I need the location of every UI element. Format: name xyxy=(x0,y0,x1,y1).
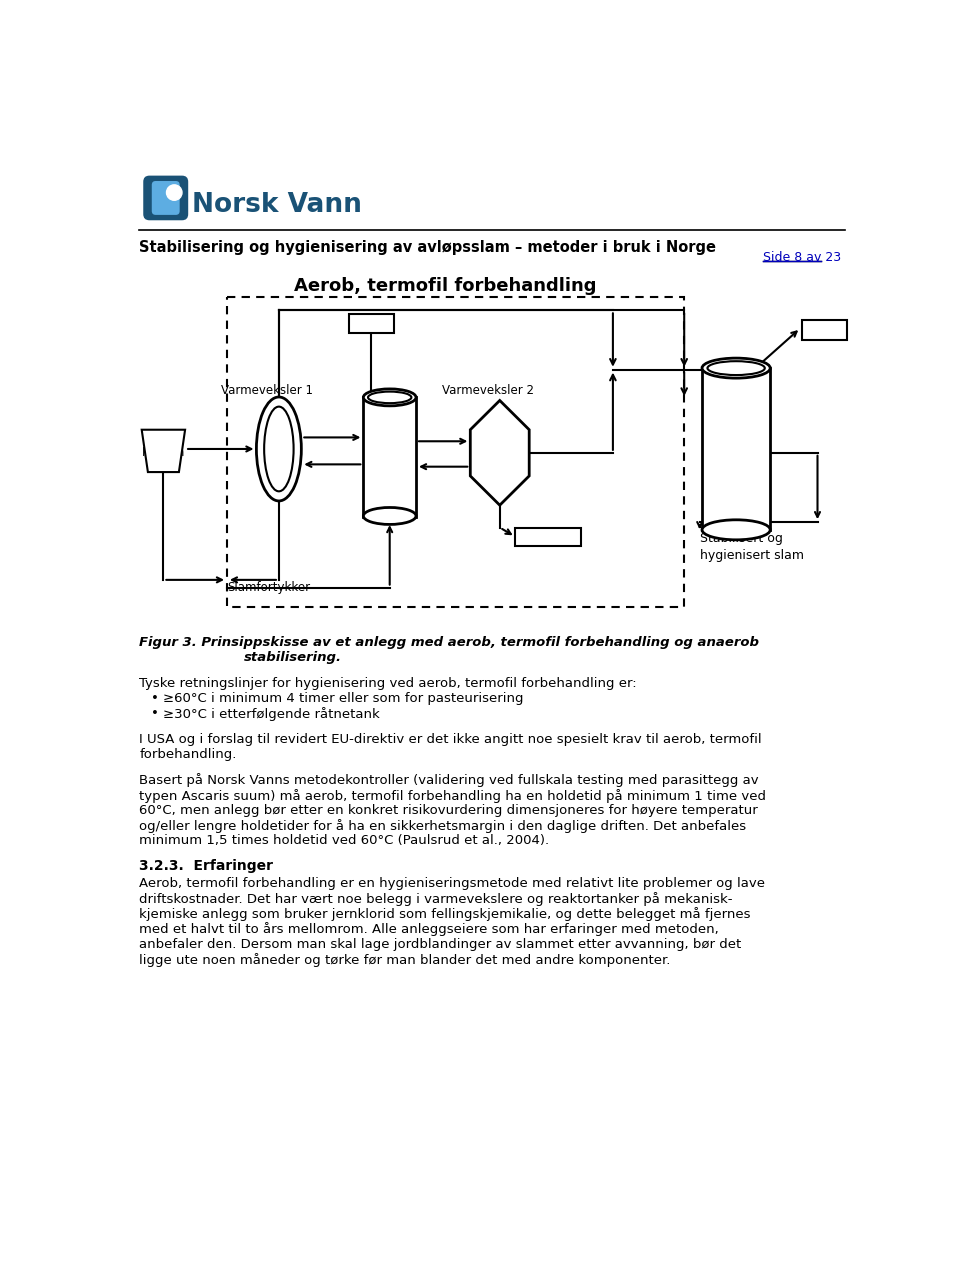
Ellipse shape xyxy=(708,361,765,375)
Text: Stabilisering og hygienisering av avløpsslam – metoder i bruk i Norge: Stabilisering og hygienisering av avløps… xyxy=(139,239,716,254)
Text: ≥30°C i etterfølgende råtnetank: ≥30°C i etterfølgende råtnetank xyxy=(162,707,379,721)
Ellipse shape xyxy=(256,397,301,501)
Text: Råslam: Råslam xyxy=(142,446,185,459)
Polygon shape xyxy=(142,430,185,472)
Text: Basert på Norsk Vanns metodekontroller (validering ved fullskala testing med par: Basert på Norsk Vanns metodekontroller (… xyxy=(139,774,759,788)
Bar xyxy=(802,320,847,341)
Text: kjemiske anlegg som bruker jernklorid som fellingskjemikalie, og dette belegget : kjemiske anlegg som bruker jernklorid so… xyxy=(139,907,751,921)
Bar xyxy=(363,398,416,517)
Text: Figur 3. Prinsippskisse av et anlegg med aerob, termofil forbehandling og anaero: Figur 3. Prinsippskisse av et anlegg med… xyxy=(139,636,759,649)
Text: Luft: Luft xyxy=(360,316,382,330)
Text: •: • xyxy=(151,691,158,705)
Text: 60°C, men anlegg bør etter en konkret risikovurdering dimensjoneres for høyere t: 60°C, men anlegg bør etter en konkret ri… xyxy=(139,803,758,816)
Text: Aerob, termofil forbehandling er en hygieniseringsmetode med relativt lite probl: Aerob, termofil forbehandling er en hygi… xyxy=(139,877,765,891)
Bar xyxy=(516,527,581,547)
Ellipse shape xyxy=(702,358,770,379)
Text: minimum 1,5 times holdetid ved 60°C (Paulsrud et al., 2004).: minimum 1,5 times holdetid ved 60°C (Pau… xyxy=(139,834,549,846)
Text: typen Ascaris suum) må aerob, termofil forbehandling ha en holdetid på minimum 1: typen Ascaris suum) må aerob, termofil f… xyxy=(139,788,766,802)
Text: med et halvt til to års mellomrom. Alle anleggseiere som har erfaringer med meto: med et halvt til to års mellomrom. Alle … xyxy=(139,923,719,937)
Text: Varmt vann: Varmt vann xyxy=(514,530,583,543)
Text: Stabilisert og
hygienisert slam: Stabilisert og hygienisert slam xyxy=(700,533,804,562)
Text: ≥60°C i minimum 4 timer eller som for pasteurisering: ≥60°C i minimum 4 timer eller som for pa… xyxy=(162,691,523,705)
Text: stabilisering.: stabilisering. xyxy=(244,651,342,663)
Text: Side 8 av 23: Side 8 av 23 xyxy=(763,252,841,264)
Text: Norsk Vann: Norsk Vann xyxy=(192,192,362,217)
Text: Varmeveksler 1: Varmeveksler 1 xyxy=(221,384,313,397)
Text: 3.2.3.  Erfaringer: 3.2.3. Erfaringer xyxy=(139,859,274,873)
Text: Gass: Gass xyxy=(809,324,840,337)
Text: Tyske retningslinjer for hygienisering ved aerob, termofil forbehandling er:: Tyske retningslinjer for hygienisering v… xyxy=(139,677,637,690)
Text: Aerob, termofil forbehandling: Aerob, termofil forbehandling xyxy=(295,277,597,295)
Bar xyxy=(348,314,394,333)
Text: Aerob,
termofil
reaktor: Aerob, termofil reaktor xyxy=(367,440,413,489)
Text: Slamfortykker: Slamfortykker xyxy=(227,581,310,594)
Bar xyxy=(227,297,684,606)
Bar xyxy=(702,369,770,530)
Text: ligge ute noen måneder og tørke før man blander det med andre komponenter.: ligge ute noen måneder og tørke før man … xyxy=(139,952,671,966)
Text: og/eller lengre holdetider for å ha en sikkerhetsmargin i den daglige driften. D: og/eller lengre holdetider for å ha en s… xyxy=(139,819,747,833)
Polygon shape xyxy=(470,400,529,505)
Text: Varmeveksler 2: Varmeveksler 2 xyxy=(443,384,534,397)
Ellipse shape xyxy=(264,407,294,492)
Ellipse shape xyxy=(363,389,416,405)
Text: I USA og i forslag til revidert EU-direktiv er det ikke angitt noe spesielt krav: I USA og i forslag til revidert EU-direk… xyxy=(139,732,762,746)
Ellipse shape xyxy=(368,391,412,403)
Ellipse shape xyxy=(702,520,770,540)
Circle shape xyxy=(166,184,182,201)
Text: Råtnetank: Råtnetank xyxy=(704,450,768,463)
Text: driftskostnader. Det har vært noe belegg i varmevekslere og reaktortanker på mek: driftskostnader. Det har vært noe belegg… xyxy=(139,892,732,906)
Text: forbehandling.: forbehandling. xyxy=(139,747,237,761)
Text: anbefaler den. Dersom man skal lage jordblandinger av slammet etter avvanning, b: anbefaler den. Dersom man skal lage jord… xyxy=(139,938,742,951)
FancyBboxPatch shape xyxy=(143,175,188,220)
Ellipse shape xyxy=(363,507,416,525)
Text: •: • xyxy=(151,707,158,719)
FancyBboxPatch shape xyxy=(152,180,180,215)
